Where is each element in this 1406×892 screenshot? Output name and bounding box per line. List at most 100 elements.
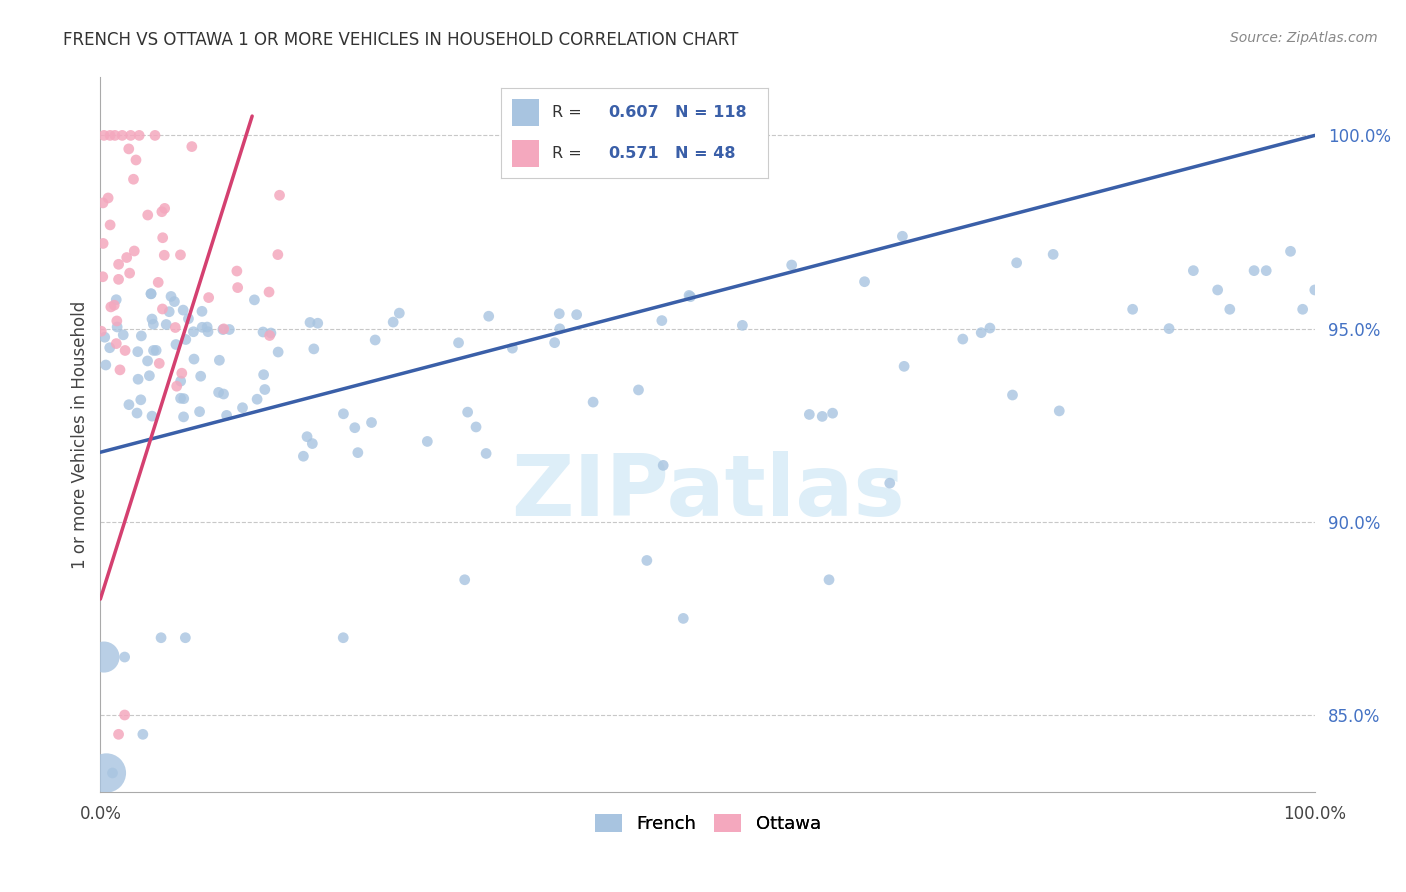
Point bbox=[93, 330, 115, 344]
Point bbox=[132, 727, 155, 741]
Point bbox=[979, 321, 1001, 335]
Point bbox=[679, 290, 702, 304]
Point bbox=[543, 335, 565, 350]
Point bbox=[1279, 244, 1302, 259]
Point bbox=[799, 408, 821, 422]
Point bbox=[952, 332, 974, 346]
Point bbox=[157, 304, 180, 318]
Point bbox=[1219, 302, 1241, 317]
Point bbox=[111, 128, 134, 143]
Legend: French, Ottawa: French, Ottawa bbox=[588, 806, 828, 840]
Point bbox=[153, 202, 176, 216]
Point bbox=[253, 383, 276, 397]
Point bbox=[211, 322, 233, 336]
Point bbox=[169, 392, 191, 406]
Point bbox=[1206, 283, 1229, 297]
Point bbox=[166, 379, 188, 393]
Point bbox=[243, 293, 266, 307]
Point bbox=[246, 392, 269, 407]
Point bbox=[105, 320, 128, 334]
Point bbox=[360, 416, 382, 430]
Point bbox=[212, 322, 235, 336]
Point bbox=[100, 300, 122, 314]
Point bbox=[195, 320, 218, 334]
Point bbox=[98, 128, 121, 143]
Point bbox=[292, 449, 315, 463]
Point bbox=[301, 436, 323, 450]
Point bbox=[150, 204, 173, 219]
Point bbox=[165, 320, 187, 334]
Point bbox=[478, 309, 501, 323]
Point bbox=[97, 191, 120, 205]
Text: FRENCH VS OTTAWA 1 OR MORE VEHICLES IN HOUSEHOLD CORRELATION CHART: FRENCH VS OTTAWA 1 OR MORE VEHICLES IN H… bbox=[63, 31, 738, 49]
Point bbox=[307, 316, 329, 330]
Point bbox=[416, 434, 439, 449]
Point bbox=[115, 251, 138, 265]
Point bbox=[269, 188, 291, 202]
Point bbox=[169, 248, 191, 262]
Point bbox=[295, 430, 318, 444]
Point bbox=[259, 328, 281, 343]
Point bbox=[260, 326, 283, 340]
Point bbox=[821, 406, 844, 420]
Point bbox=[226, 280, 249, 294]
Point bbox=[879, 476, 901, 491]
Point bbox=[970, 326, 993, 340]
Point bbox=[142, 343, 165, 358]
Point bbox=[343, 420, 366, 434]
Point bbox=[382, 315, 405, 329]
Point bbox=[91, 236, 114, 251]
Point bbox=[108, 363, 131, 377]
Point bbox=[174, 333, 197, 347]
Point bbox=[190, 369, 212, 384]
Point bbox=[114, 343, 136, 358]
Point bbox=[138, 368, 160, 383]
Point bbox=[107, 727, 129, 741]
Point bbox=[208, 353, 231, 368]
Point bbox=[118, 266, 141, 280]
Point bbox=[731, 318, 754, 333]
Point bbox=[101, 766, 124, 780]
Point bbox=[103, 298, 125, 312]
Point bbox=[1243, 263, 1265, 277]
Point bbox=[454, 573, 477, 587]
Point bbox=[148, 356, 170, 370]
Point bbox=[177, 311, 200, 326]
Point bbox=[112, 327, 135, 342]
Point bbox=[267, 345, 290, 359]
Point bbox=[105, 314, 128, 328]
Point bbox=[145, 343, 167, 358]
Point bbox=[163, 294, 186, 309]
Point bbox=[122, 172, 145, 186]
Point bbox=[457, 405, 479, 419]
Point bbox=[183, 352, 205, 367]
Point bbox=[107, 257, 129, 271]
Point bbox=[891, 229, 914, 244]
Point bbox=[141, 312, 163, 326]
Point bbox=[652, 458, 675, 473]
Point bbox=[125, 406, 148, 420]
Point bbox=[302, 342, 325, 356]
Point bbox=[1157, 321, 1180, 335]
Point bbox=[91, 269, 114, 284]
Point bbox=[253, 368, 276, 382]
Point bbox=[90, 324, 112, 338]
Point bbox=[678, 288, 700, 302]
Point bbox=[128, 128, 150, 143]
Point bbox=[1303, 283, 1326, 297]
Point bbox=[252, 325, 274, 339]
Point bbox=[114, 650, 136, 665]
Point bbox=[1292, 302, 1315, 317]
Point bbox=[893, 359, 915, 374]
Point bbox=[107, 272, 129, 286]
Point bbox=[298, 316, 321, 330]
Point bbox=[231, 401, 253, 415]
Point bbox=[118, 398, 141, 412]
Point bbox=[127, 344, 149, 359]
Point bbox=[1001, 388, 1024, 402]
Point bbox=[150, 631, 173, 645]
Point bbox=[225, 264, 247, 278]
Y-axis label: 1 or more Vehicles in Household: 1 or more Vehicles in Household bbox=[72, 301, 89, 569]
Point bbox=[180, 139, 202, 153]
Point bbox=[212, 387, 235, 401]
